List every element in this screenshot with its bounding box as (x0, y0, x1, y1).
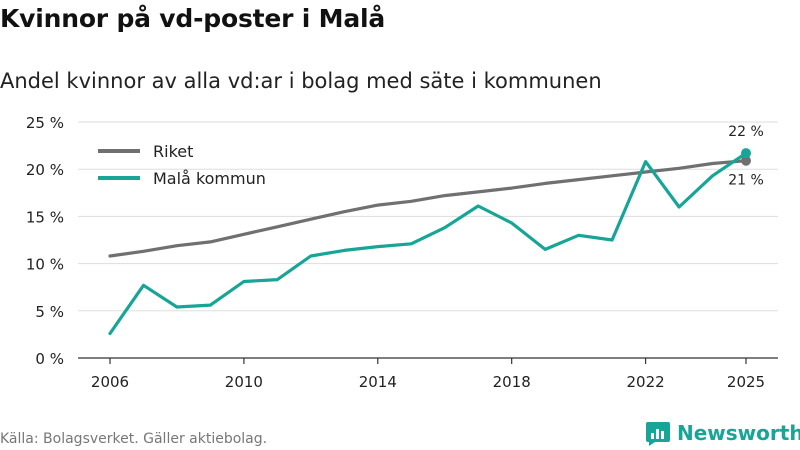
y-tick-label: 15 % (26, 208, 64, 226)
newsworthy-icon (646, 422, 670, 446)
legend-label-riket: Riket (153, 142, 193, 161)
legend: Riket Malå kommun (98, 142, 266, 188)
end-point-riket (741, 155, 751, 166)
x-tick-label: 2006 (91, 373, 129, 391)
series-lines (108, 151, 748, 336)
x-tick-label: 2010 (225, 373, 263, 391)
chart-subtitle: Andel kvinnor av alla vd:ar i bolag med … (0, 69, 602, 93)
source-note: Källa: Bolagsverket. Gäller aktiebolag. (0, 431, 268, 447)
end-labels: 21 % 22 % (728, 124, 764, 189)
x-tick-label: 2014 (359, 373, 397, 391)
y-tick-label: 0 % (35, 350, 64, 368)
x-axis: 2006 2010 2014 2018 2022 2025 (78, 357, 778, 391)
brand-name: Newsworthy (677, 421, 800, 445)
newsworthy-logo: Newsworthy (645, 420, 800, 446)
end-point-mala (741, 148, 751, 159)
x-tick-label: 2022 (626, 373, 664, 391)
y-tick-label: 25 % (26, 114, 64, 132)
series-line-mala (108, 151, 748, 336)
end-label-riket: 21 % (728, 173, 764, 189)
y-axis: 0 % 5 % 10 % 15 % 20 % 25 % (26, 114, 64, 368)
chart-title: Kvinnor på vd-poster i Malå (0, 4, 386, 33)
legend-label-mala: Malå kommun (153, 169, 266, 188)
y-tick-label: 10 % (26, 256, 64, 274)
x-tick-label: 2025 (727, 373, 765, 391)
x-tick-label: 2018 (493, 373, 531, 391)
y-tick-label: 20 % (26, 161, 64, 179)
end-label-mala: 22 % (728, 124, 764, 140)
y-tick-label: 5 % (35, 303, 64, 321)
